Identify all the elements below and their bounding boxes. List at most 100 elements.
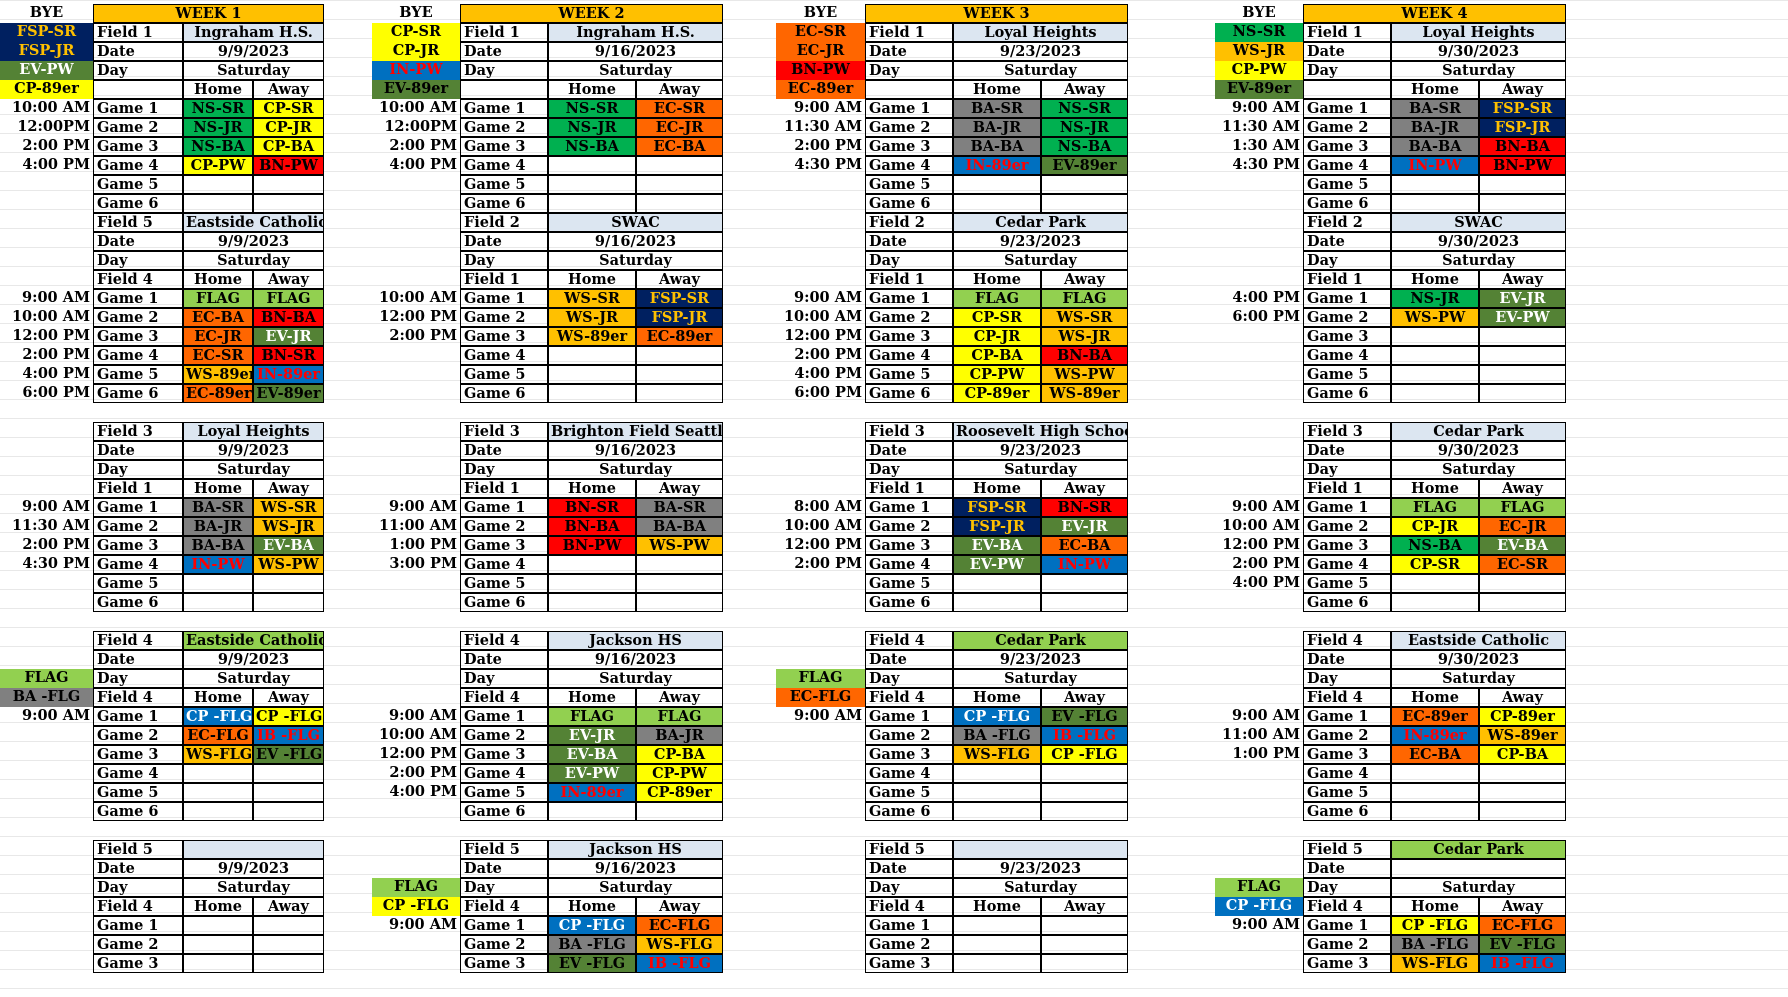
bye-label[interactable]: BYE <box>399 4 433 21</box>
home-team[interactable]: CP -FLG <box>1391 916 1479 935</box>
date-value[interactable] <box>1391 859 1566 878</box>
home-team[interactable]: FLAG <box>1391 498 1479 517</box>
home-team[interactable] <box>953 194 1041 213</box>
bye-team[interactable]: CP-SR <box>372 23 460 42</box>
game-label[interactable]: Game 3 <box>460 536 548 555</box>
away-team[interactable]: CP-PW <box>636 764 723 783</box>
game-label[interactable]: Game 1 <box>93 498 183 517</box>
away-team[interactable] <box>1479 384 1566 403</box>
home-team[interactable] <box>953 574 1041 593</box>
away-team[interactable]: WS-PW <box>253 555 324 574</box>
field-label[interactable]: Field 4 <box>1303 631 1391 650</box>
day-label[interactable]: Day <box>1303 251 1391 270</box>
week-title[interactable]: WEEK 2 <box>460 4 723 23</box>
game-label[interactable]: Game 3 <box>1303 137 1391 156</box>
game-label[interactable]: Game 5 <box>460 365 548 384</box>
game-label[interactable]: Game 5 <box>865 574 953 593</box>
game-label[interactable]: Game 5 <box>1303 175 1391 194</box>
game-time[interactable]: 2:00 PM <box>22 346 90 363</box>
game-label[interactable]: Game 2 <box>93 517 183 536</box>
home-team[interactable]: EV -FLG <box>548 954 636 973</box>
field-label[interactable]: Field 1 <box>460 23 548 42</box>
away-team[interactable]: BN-PW <box>253 156 324 175</box>
day-label[interactable]: Day <box>460 460 548 479</box>
game-time[interactable]: 9:00 AM <box>1232 498 1300 515</box>
date-value[interactable]: 9/16/2023 <box>548 441 723 460</box>
home-team[interactable] <box>183 935 253 954</box>
game-label[interactable]: Game 6 <box>865 593 953 612</box>
away-header[interactable]: Away <box>253 897 324 916</box>
game-label[interactable]: Game 1 <box>93 289 183 308</box>
game-label[interactable]: Game 5 <box>460 175 548 194</box>
game-time[interactable]: 4:00 PM <box>389 156 457 173</box>
subfield-label[interactable]: Field 4 <box>93 688 183 707</box>
game-label[interactable]: Game 2 <box>865 935 953 954</box>
game-time[interactable]: 9:00 AM <box>389 916 457 933</box>
home-header[interactable]: Home <box>548 688 636 707</box>
venue-name[interactable]: Eastside Catholic <box>183 213 324 232</box>
game-label[interactable]: Game 6 <box>93 194 183 213</box>
day-value[interactable]: Saturday <box>953 878 1128 897</box>
subfield-label[interactable]: Field 4 <box>865 897 953 916</box>
home-team[interactable]: NS-BA <box>1391 536 1479 555</box>
bye-team[interactable]: CP-PW <box>1215 61 1303 80</box>
subfield-label[interactable] <box>460 80 548 99</box>
home-header[interactable]: Home <box>183 897 253 916</box>
home-team[interactable] <box>183 574 253 593</box>
home-team[interactable]: FLAG <box>183 289 253 308</box>
home-team[interactable]: FSP-JR <box>953 517 1041 536</box>
home-team[interactable]: BA-JR <box>183 517 253 536</box>
game-label[interactable]: Game 2 <box>460 118 548 137</box>
home-team[interactable]: FLAG <box>953 289 1041 308</box>
away-team[interactable]: IB -FLG <box>636 954 723 973</box>
away-team[interactable]: BN-SR <box>1041 498 1128 517</box>
game-label[interactable]: Game 6 <box>1303 384 1391 403</box>
away-team[interactable]: IB -FLG <box>253 726 324 745</box>
away-team[interactable]: EC-JR <box>1479 517 1566 536</box>
home-team[interactable]: NS-SR <box>183 99 253 118</box>
away-team[interactable] <box>636 365 723 384</box>
game-label[interactable]: Game 3 <box>865 137 953 156</box>
home-team[interactable]: EV-BA <box>953 536 1041 555</box>
away-team[interactable] <box>253 175 324 194</box>
game-time[interactable]: 2:00 PM <box>794 555 862 572</box>
away-header[interactable]: Away <box>636 688 723 707</box>
venue-name[interactable]: Roosevelt High School <box>953 422 1128 441</box>
away-team[interactable]: WS-PW <box>636 536 723 555</box>
game-label[interactable]: Game 1 <box>93 99 183 118</box>
home-team[interactable]: NS-JR <box>548 118 636 137</box>
home-team[interactable]: CP -FLG <box>183 707 253 726</box>
away-team[interactable]: BN-BA <box>253 308 324 327</box>
away-team[interactable] <box>636 802 723 821</box>
home-team[interactable] <box>183 194 253 213</box>
away-team[interactable]: FLAG <box>253 289 324 308</box>
away-team[interactable] <box>253 802 324 821</box>
game-label[interactable]: Game 5 <box>1303 783 1391 802</box>
home-team[interactable]: CP -FLG <box>548 916 636 935</box>
home-team[interactable]: BA -FLG <box>1391 935 1479 954</box>
home-header[interactable]: Home <box>548 479 636 498</box>
game-label[interactable]: Game 1 <box>93 916 183 935</box>
date-value[interactable]: 9/23/2023 <box>953 232 1128 251</box>
field-label[interactable]: Field 2 <box>460 213 548 232</box>
day-label[interactable]: Day <box>1303 878 1391 897</box>
game-label[interactable]: Game 3 <box>93 137 183 156</box>
home-header[interactable]: Home <box>1391 688 1479 707</box>
game-time[interactable]: 12:00 PM <box>784 536 862 553</box>
game-label[interactable]: Game 3 <box>1303 745 1391 764</box>
home-team[interactable]: BA-BA <box>1391 137 1479 156</box>
field-label[interactable]: Field 2 <box>1303 213 1391 232</box>
game-label[interactable]: Game 3 <box>460 745 548 764</box>
game-label[interactable]: Game 2 <box>460 308 548 327</box>
game-label[interactable]: Game 4 <box>460 764 548 783</box>
game-time[interactable]: 10:00 AM <box>11 99 90 116</box>
game-time[interactable]: 11:30 AM <box>1221 118 1300 135</box>
home-team[interactable]: WS-PW <box>1391 308 1479 327</box>
field-label[interactable]: Field 3 <box>93 422 183 441</box>
field-label[interactable]: Field 3 <box>865 422 953 441</box>
bye-team[interactable]: WS-JR <box>1215 42 1303 61</box>
venue-name[interactable]: Jackson HS <box>548 631 723 650</box>
date-label[interactable]: Date <box>93 441 183 460</box>
day-label[interactable]: Day <box>865 878 953 897</box>
home-team[interactable]: BA -FLG <box>548 935 636 954</box>
